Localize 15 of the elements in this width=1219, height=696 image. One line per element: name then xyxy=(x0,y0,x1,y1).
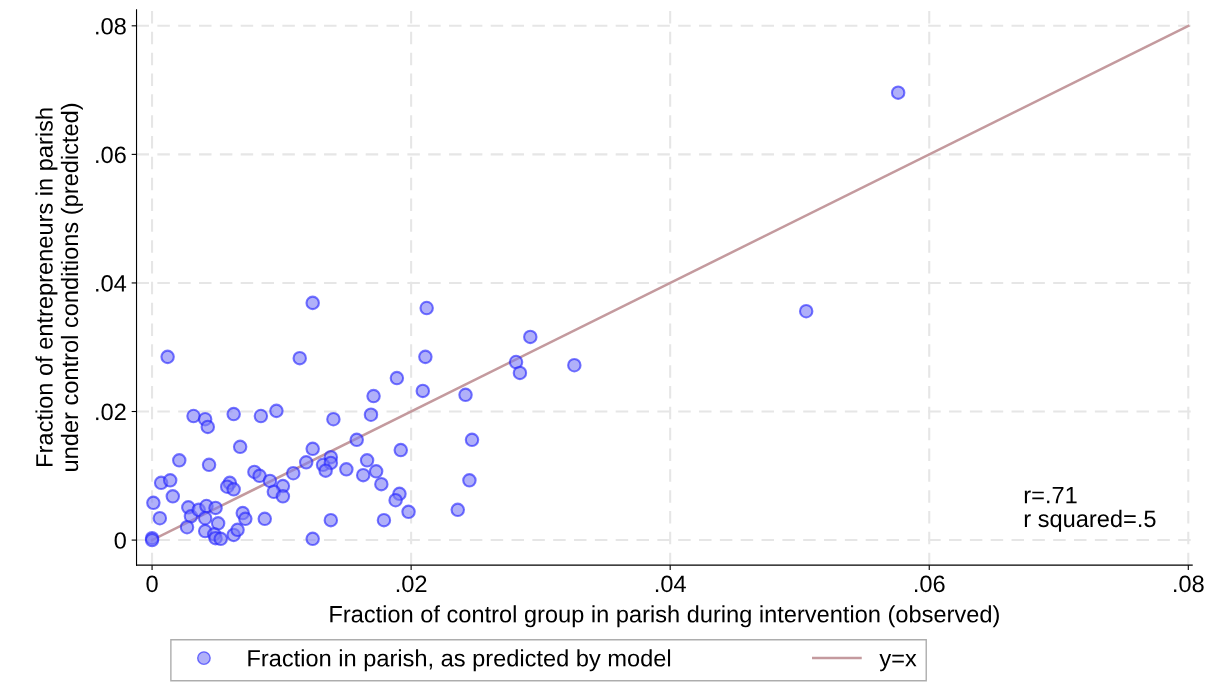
x-tick-label: 0 xyxy=(146,575,158,593)
x-tick-label: .06 xyxy=(914,575,945,593)
y-tick-label: .06 xyxy=(96,146,126,164)
x-tick-label: .02 xyxy=(396,575,427,593)
legend-label: y=x xyxy=(879,653,917,672)
x-axis-title: Fraction of control group in parish during intervention (observed) xyxy=(330,605,999,628)
y-tick-label: 0 xyxy=(114,532,126,549)
y-tick-label: .02 xyxy=(96,403,126,421)
y-tick-label: .08 xyxy=(96,17,126,35)
x-tick-label: .08 xyxy=(1174,575,1204,593)
y-axis-title: Fraction of entrepreneurs in parish under control conditions (predicted) xyxy=(35,103,83,471)
legend-label: Fraction in parish, as predicted by model xyxy=(248,649,671,672)
y-tick-label: .04 xyxy=(96,275,127,292)
x-tick-label: .04 xyxy=(655,575,686,593)
annotation: r=.71 r squared=.5 xyxy=(1024,486,1156,532)
